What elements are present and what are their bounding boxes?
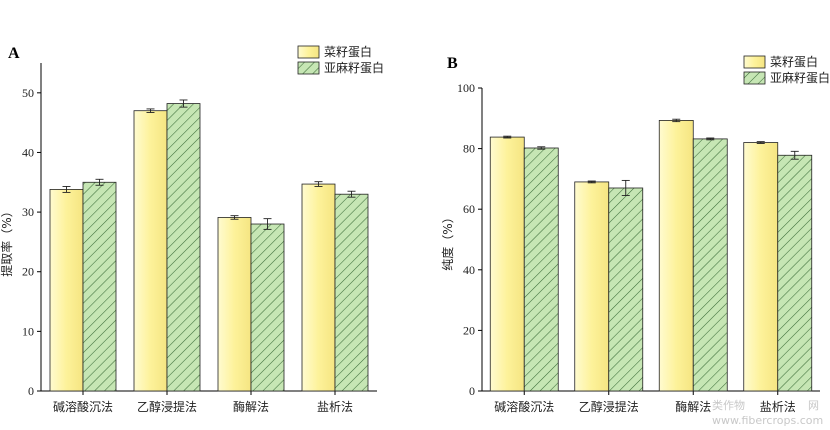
y-tick-label: 80 xyxy=(463,142,475,156)
legend-label: 菜籽蛋白 xyxy=(770,54,818,69)
y-axis-ticks: 0 20 40 60 80 100 xyxy=(457,81,482,398)
x-category-label: 盐析法 xyxy=(317,400,353,414)
bar-flaxseed xyxy=(82,181,117,392)
bar-flaxseed xyxy=(250,223,285,392)
chart-panel-b: B 纯度（%） 0 20 40 60 80 100 碱溶酸沉法 乙醇浸提法 酶解法 盐析法 菜籽… xyxy=(440,54,830,414)
bar-rapeseed xyxy=(133,110,168,392)
x-category-label: 盐析法 xyxy=(760,400,796,414)
bars xyxy=(489,120,813,392)
watermark-line-1: 类作物 xyxy=(712,398,745,412)
y-axis-title: 提取率（%） xyxy=(0,205,14,276)
panel-label: A xyxy=(8,45,20,62)
y-tick-label: 10 xyxy=(22,324,34,338)
y-axis-title: 纯度（%） xyxy=(440,211,455,270)
legend-label: 亚麻籽蛋白 xyxy=(324,60,384,75)
chart-panel-a: A 提取率（%） 0 10 20 30 40 50 碱溶酸沉法 乙醇浸提法 酶解法 盐析法 菜籽… xyxy=(0,44,384,414)
bar-rapeseed xyxy=(301,183,336,392)
x-axis-categories: 碱溶酸沉法 乙醇浸提法 酶解法 盐析法 xyxy=(494,399,796,414)
y-tick-label: 0 xyxy=(28,384,34,398)
x-category-label: 酶解法 xyxy=(233,399,269,414)
bar-flaxseed xyxy=(777,154,813,392)
y-tick-label: 40 xyxy=(22,145,34,159)
bar-flaxseed xyxy=(166,103,201,392)
error-bars xyxy=(62,99,356,230)
x-category-label: 乙醇浸提法 xyxy=(137,399,197,414)
bar-rapeseed xyxy=(574,181,610,392)
bar-rapeseed xyxy=(743,142,779,392)
legend-swatch-flaxseed xyxy=(297,61,320,75)
y-axis-ticks: 0 10 20 30 40 50 xyxy=(22,86,41,398)
y-tick-label: 30 xyxy=(22,205,34,219)
x-category-label: 碱溶酸沉法 xyxy=(53,399,113,414)
y-tick-label: 20 xyxy=(22,265,34,279)
watermark-suffix: 网 xyxy=(808,399,819,412)
x-category-label: 酶解法 xyxy=(675,399,711,414)
panel-label: B xyxy=(447,55,458,72)
y-tick-label: 0 xyxy=(469,384,475,398)
x-category-label: 碱溶酸沉法 xyxy=(494,399,554,414)
bar-rapeseed xyxy=(658,120,694,392)
bar-rapeseed xyxy=(49,189,84,392)
bar-rapeseed xyxy=(489,136,525,392)
bar-flaxseed xyxy=(523,147,559,392)
x-axis-categories: 碱溶酸沉法 乙醇浸提法 酶解法 盐析法 xyxy=(53,399,353,414)
x-category-label: 乙醇浸提法 xyxy=(579,399,639,414)
legend-swatch-flaxseed xyxy=(743,71,766,85)
watermark: 类作物 www.fibercrops.com 网 xyxy=(712,398,823,427)
error-bars xyxy=(503,118,799,197)
y-tick-label: 50 xyxy=(22,86,34,100)
legend-label: 菜籽蛋白 xyxy=(324,44,372,59)
bar-flaxseed xyxy=(608,187,644,392)
y-tick-label: 60 xyxy=(463,202,475,216)
bar-flaxseed xyxy=(692,138,728,392)
legend-swatch-rapeseed xyxy=(297,45,320,59)
watermark-line-2: www.fibercrops.com xyxy=(712,414,823,427)
legend-swatch-rapeseed xyxy=(743,55,766,69)
y-tick-label: 40 xyxy=(463,263,475,277)
y-tick-label: 100 xyxy=(457,81,475,95)
y-tick-label: 20 xyxy=(463,323,475,337)
bars xyxy=(49,103,369,392)
bar-rapeseed xyxy=(217,217,252,392)
legend-label: 亚麻籽蛋白 xyxy=(770,70,830,85)
bar-flaxseed xyxy=(334,193,369,392)
